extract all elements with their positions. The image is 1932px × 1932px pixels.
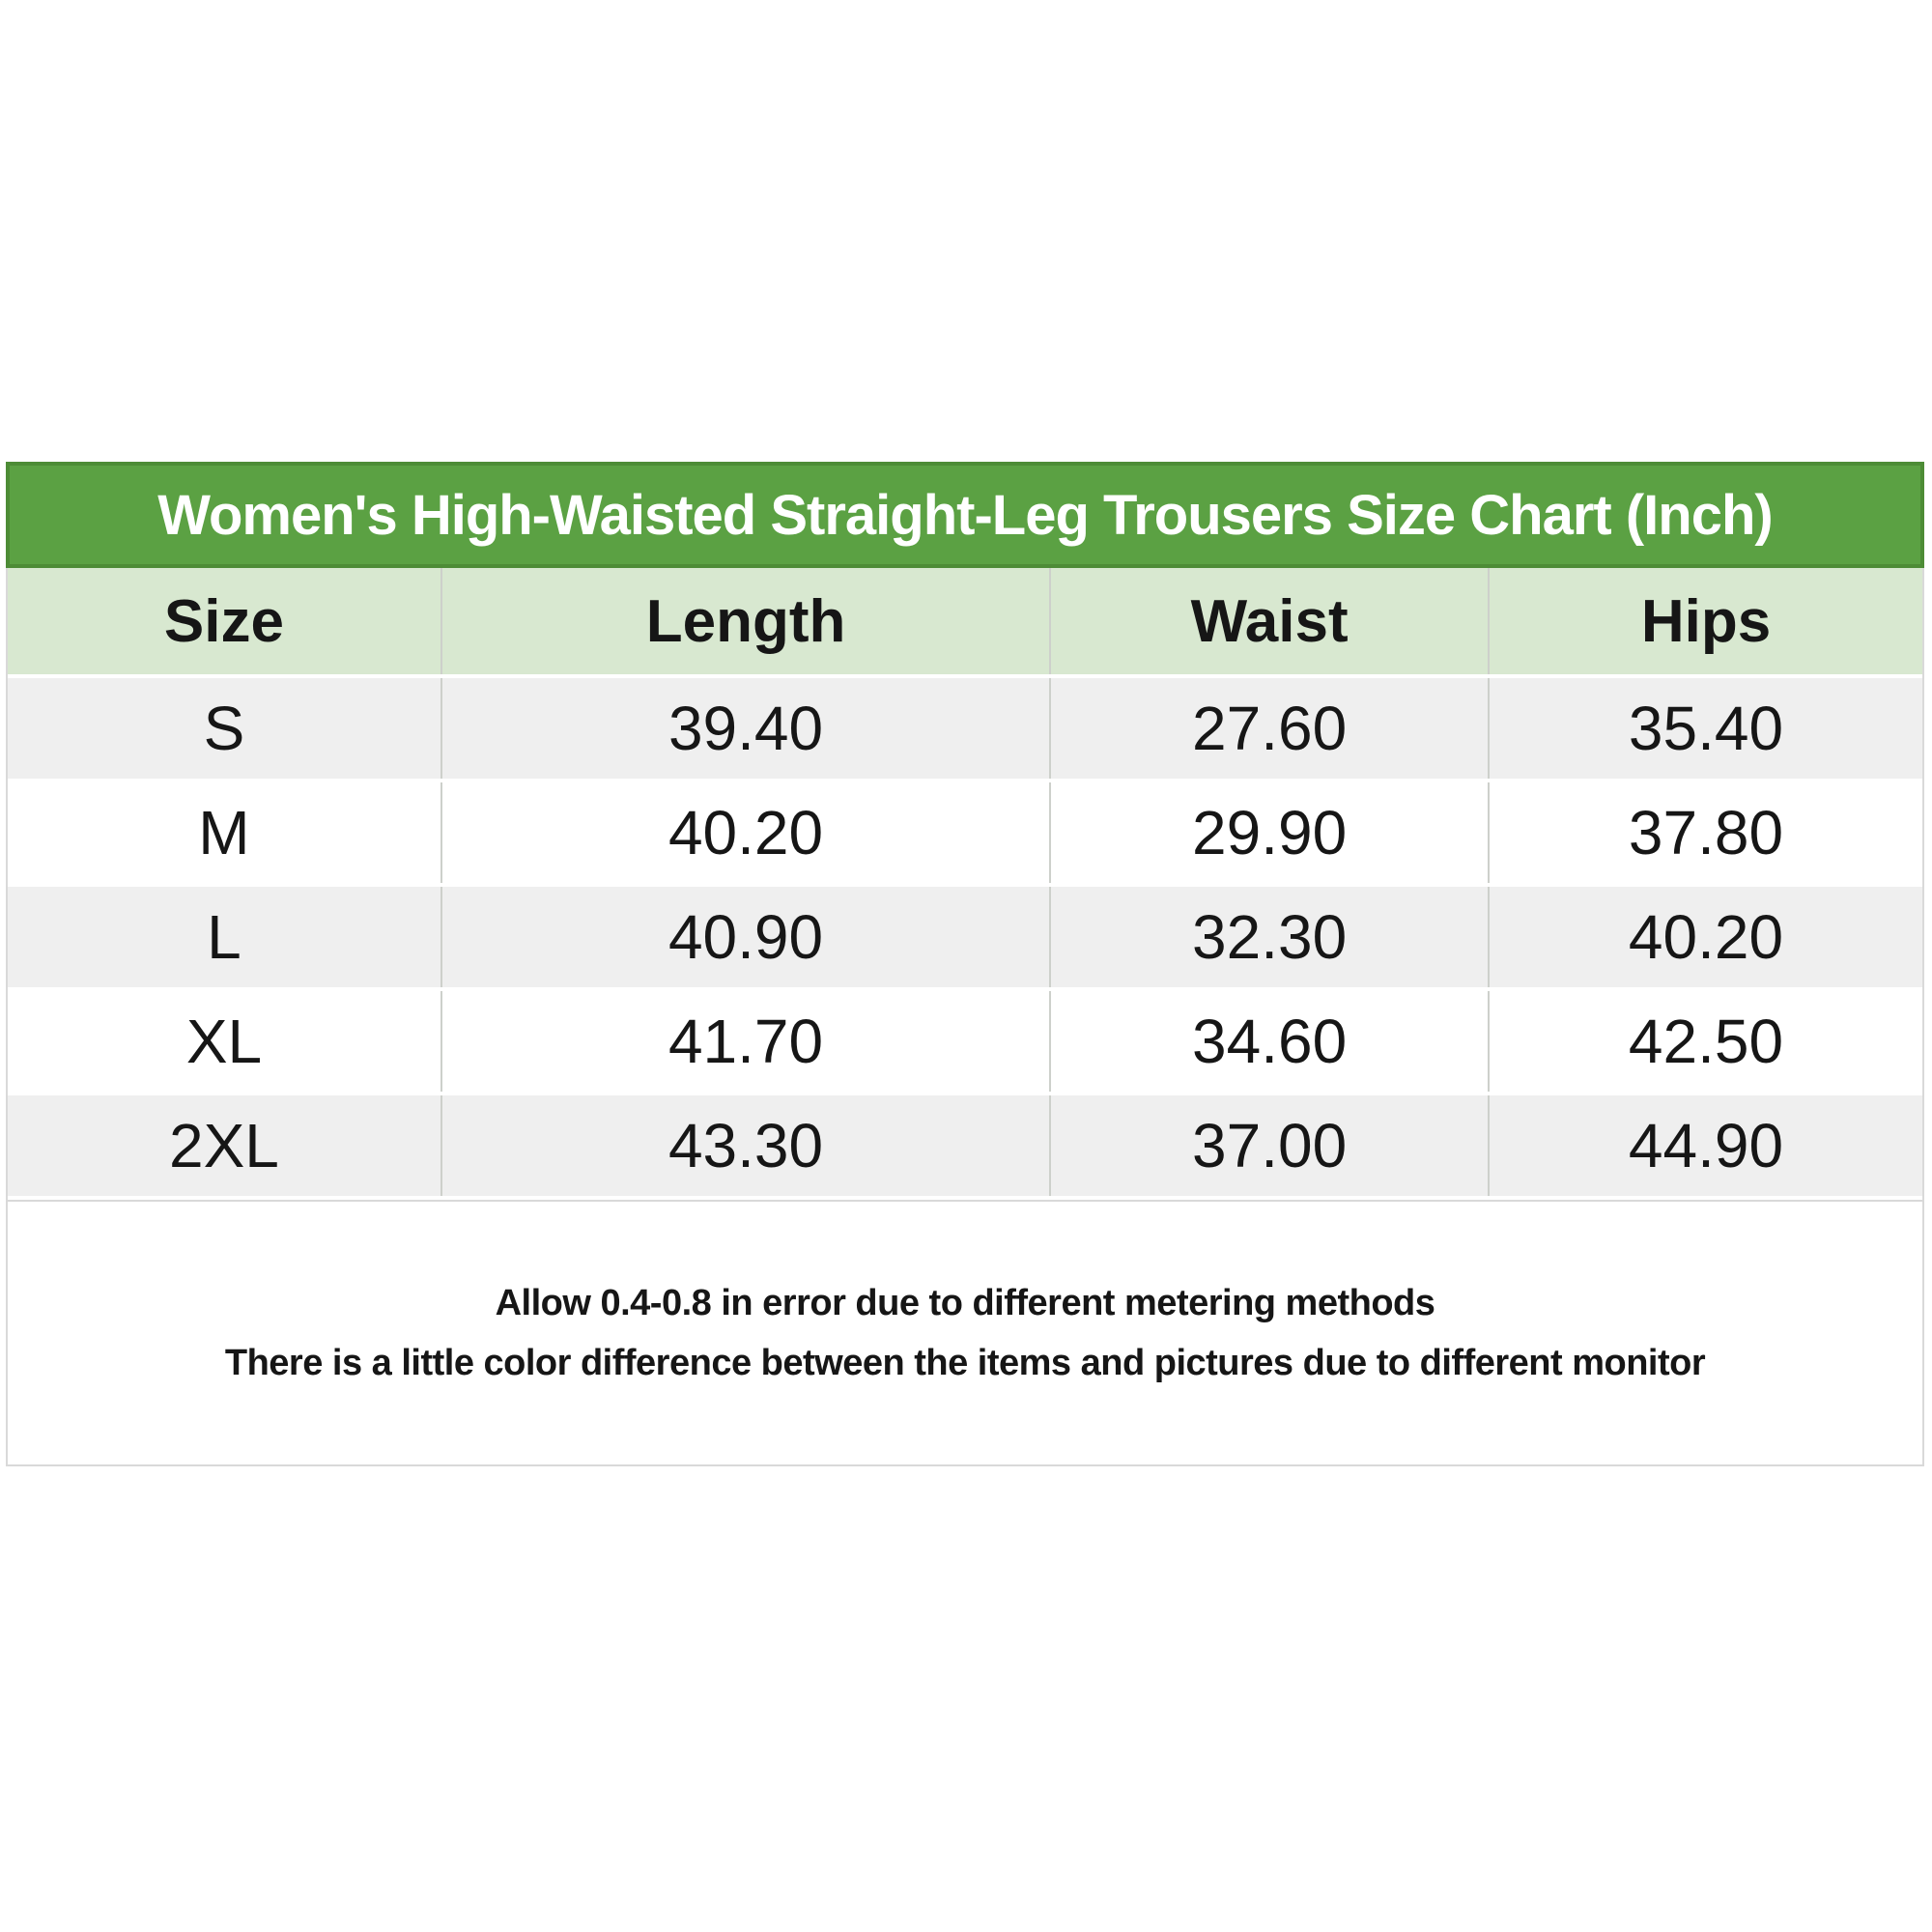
header-cell-waist: Waist [1051, 568, 1491, 674]
value-cell: 34.60 [1051, 991, 1491, 1092]
size-cell: M [8, 782, 442, 883]
value-cell: 37.00 [1051, 1095, 1491, 1196]
table-row-s: S 39.40 27.60 35.40 [8, 678, 1922, 779]
value-cell: 42.50 [1628, 1007, 1784, 1076]
table-row-2xl: 2XL 43.30 37.00 44.90 [8, 1095, 1922, 1196]
value-cell: 29.90 [1051, 782, 1491, 883]
value-cell: 32.30 [1051, 887, 1491, 987]
header-cell-length: Length [442, 568, 1052, 674]
table-header-row: Size Length Waist Hips [8, 568, 1922, 674]
value-cell: 37.80 [1628, 798, 1784, 867]
value-cell: 35.40 [1628, 694, 1784, 763]
table-row-m: M 40.20 29.90 37.80 [8, 782, 1922, 883]
note-color-difference: There is a little color difference betwe… [224, 1343, 1706, 1383]
note-measurement-error: Allow 0.4-0.8 in error due to different … [495, 1283, 1435, 1323]
value-cell: 43.30 [442, 1095, 1052, 1196]
value-cell: 40.20 [442, 782, 1052, 883]
value-cell: 40.20 [1628, 902, 1784, 972]
header-cell-hips: Hips [1640, 587, 1772, 655]
table-body: Size Length Waist Hips S 39.40 27.60 35.… [6, 568, 1924, 1466]
notes-section: Allow 0.4-0.8 in error due to different … [8, 1200, 1922, 1464]
value-cell: 39.40 [442, 678, 1052, 779]
table-title-bar: Women's High-Waisted Straight-Leg Trouse… [6, 462, 1924, 568]
value-cell: 44.90 [1628, 1111, 1784, 1180]
value-cell: 40.90 [442, 887, 1052, 987]
value-cell: 41.70 [442, 991, 1052, 1092]
size-cell: XL [8, 991, 442, 1092]
size-chart-table: Women's High-Waisted Straight-Leg Trouse… [6, 462, 1924, 1466]
value-cell: 27.60 [1051, 678, 1491, 779]
table-title: Women's High-Waisted Straight-Leg Trouse… [157, 483, 1773, 547]
table-row-xl: XL 41.70 34.60 42.50 [8, 991, 1922, 1092]
size-cell: L [8, 887, 442, 987]
header-cell-size: Size [8, 568, 442, 674]
table-row-l: L 40.90 32.30 40.20 [8, 887, 1922, 987]
size-cell: 2XL [8, 1095, 442, 1196]
size-cell: S [8, 678, 442, 779]
